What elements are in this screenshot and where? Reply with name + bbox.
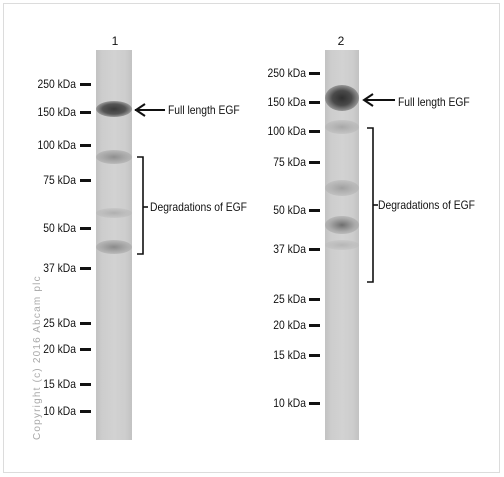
- lane-2-degradation-bracket: [367, 127, 374, 283]
- lane-2-marker-250: 250 kDa: [267, 66, 306, 80]
- lane-1-tick-250: [80, 83, 91, 86]
- lane-1-tick-75: [80, 179, 91, 182]
- lane-2-band-degradation-2: [325, 180, 359, 196]
- lane-2-marker-25: 25 kDa: [273, 292, 306, 306]
- lane-1-tick-150: [80, 111, 91, 114]
- lane-1-marker-100: 100 kDa: [37, 138, 76, 152]
- lane-2-tick-37: [309, 248, 320, 251]
- image-frame: [3, 3, 500, 473]
- lane-1-tick-20: [80, 348, 91, 351]
- lane-2-tick-250: [309, 72, 320, 75]
- lane-2-marker-20: 20 kDa: [273, 318, 306, 332]
- lane-1: [96, 50, 132, 440]
- lane-2-marker-75: 75 kDa: [273, 155, 306, 169]
- lane-1-marker-150: 150 kDa: [37, 105, 76, 119]
- lane-2-tick-75: [309, 161, 320, 164]
- lane-2-marker-15: 15 kDa: [273, 348, 306, 362]
- lane-1-tick-100: [80, 144, 91, 147]
- lane-2-tick-15: [309, 354, 320, 357]
- lane-2-tick-10: [309, 402, 320, 405]
- lane-1-marker-25: 25 kDa: [43, 316, 76, 330]
- lane-2-band-full-length: [325, 85, 359, 111]
- lane-2-tick-25: [309, 298, 320, 301]
- lane-2-marker-37: 37 kDa: [273, 242, 306, 256]
- lane-1-marker-75: 75 kDa: [43, 173, 76, 187]
- lane-2-tick-100: [309, 130, 320, 133]
- lane-2: [325, 50, 359, 440]
- lane-1-tick-10: [80, 410, 91, 413]
- lane-1-marker-37: 37 kDa: [43, 261, 76, 275]
- lane-2-band-degradation-3: [325, 216, 359, 234]
- lane-1-band-degradation-2: [96, 208, 132, 218]
- copyright-watermark: Copyright (c) 2016 Abcam plc: [32, 275, 43, 440]
- lane-1-degradation-bracket: [137, 156, 144, 255]
- lane-1-marker-250: 250 kDa: [37, 77, 76, 91]
- lane-1-tick-37: [80, 267, 91, 270]
- lane-1-tick-15: [80, 383, 91, 386]
- lane-1-band-degradation-3: [96, 240, 132, 254]
- lane-1-marker-50: 50 kDa: [43, 221, 76, 235]
- lane-2-marker-10: 10 kDa: [273, 396, 306, 410]
- lane-2-marker-100: 100 kDa: [267, 124, 306, 138]
- lane-1-tick-50: [80, 227, 91, 230]
- lane-2-tick-20: [309, 324, 320, 327]
- lane-1-band-degradation-1: [96, 150, 132, 164]
- lane-2-marker-50: 50 kDa: [273, 203, 306, 217]
- lane-2-full-length-label: Full length EGF: [398, 95, 470, 109]
- lane-1-arrowhead: [134, 103, 146, 117]
- lane-1-full-length-label: Full length EGF: [168, 103, 240, 117]
- lane-2-band-degradation-4: [325, 240, 359, 250]
- lane-1-degradation-label: Degradations of EGF: [150, 200, 247, 214]
- lane-2-number: 2: [337, 34, 345, 48]
- lane-1-marker-10: 10 kDa: [43, 404, 76, 418]
- lane-1-tick-25: [80, 322, 91, 325]
- lane-1-band-full-length: [96, 101, 132, 117]
- lane-1-marker-15: 15 kDa: [43, 377, 76, 391]
- lane-1-number: 1: [111, 34, 119, 48]
- lane-2-marker-150: 150 kDa: [267, 95, 306, 109]
- lane-2-tick-50: [309, 209, 320, 212]
- lane-2-arrowhead: [362, 93, 374, 107]
- lane-2-degradation-label: Degradations of EGF: [378, 198, 475, 212]
- lane-1-marker-20: 20 kDa: [43, 342, 76, 356]
- lane-2-tick-150: [309, 101, 320, 104]
- lane-2-band-degradation-1: [325, 120, 359, 134]
